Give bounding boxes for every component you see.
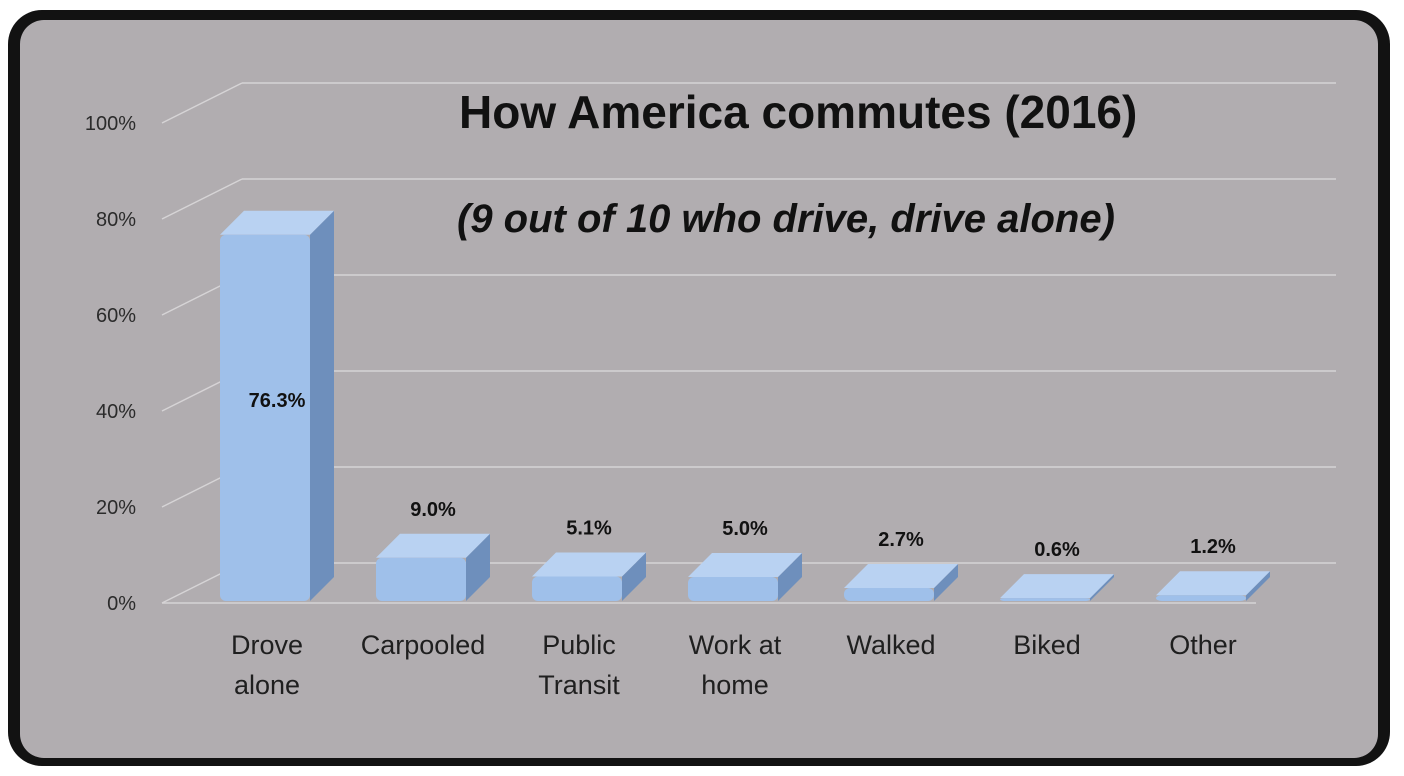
category-label: alone (234, 670, 300, 700)
bar-front (220, 234, 310, 601)
category-label: Drove (231, 630, 303, 660)
bar-layer (220, 210, 1270, 601)
bar-side (934, 564, 958, 601)
category-label: Carpooled (361, 630, 486, 660)
bar-front (844, 588, 934, 601)
bar-top (844, 564, 958, 589)
bar-top (220, 210, 334, 235)
data-label: 1.2% (1190, 536, 1236, 558)
data-label: 2.7% (878, 529, 924, 551)
data-label: 5.1% (566, 518, 612, 540)
bar (220, 210, 334, 601)
bar-top (376, 533, 490, 558)
bar-front (1156, 595, 1246, 601)
gridline-diagonal (161, 82, 243, 124)
category-label: Work at (689, 630, 782, 660)
bar-side (1246, 571, 1270, 601)
gridline-diagonal (161, 178, 243, 220)
category-label: Walked (846, 630, 935, 660)
bar (1000, 574, 1114, 601)
y-tick-label: 40% (96, 401, 136, 423)
bar-side (466, 533, 490, 601)
bar-top (1000, 574, 1114, 599)
y-tick-label: 100% (85, 113, 136, 135)
bar-side (778, 553, 802, 601)
bar-front (376, 557, 466, 601)
data-label: 0.6% (1034, 539, 1080, 561)
category-label: Public (542, 630, 616, 660)
commute-bar-chart: 0% 20% 40% 60% 80% 100% 76.3% Drove alone 9.0% Car… (85, 82, 1336, 700)
bar (844, 564, 958, 601)
data-label: 9.0% (410, 499, 456, 521)
y-tick-label: 0% (107, 593, 136, 615)
category-label: Other (1169, 630, 1237, 660)
bar (376, 533, 490, 601)
category-label: Biked (1013, 630, 1081, 660)
bar-top (1156, 571, 1270, 596)
category-label: home (701, 670, 769, 700)
bar (1156, 571, 1270, 601)
bar-side (310, 210, 334, 601)
chart-subtitle: (9 out of 10 who drive, drive alone) (457, 197, 1115, 241)
chart-panel: 0% 20% 40% 60% 80% 100% 76.3% Drove alone 9.0% Car… (20, 20, 1378, 758)
label-layer: 0% 20% 40% 60% 80% 100% 76.3% Drove alone 9.0% Car… (85, 113, 1237, 700)
bar-front (532, 576, 622, 601)
bar-side (1090, 574, 1114, 601)
data-label: 76.3% (249, 390, 306, 412)
bar (688, 553, 802, 601)
bar-side (622, 552, 646, 601)
bar (532, 552, 646, 601)
y-tick-label: 80% (96, 209, 136, 231)
bar-top (688, 553, 802, 577)
chart-title: How America commutes (2016) (459, 86, 1137, 138)
bar-top (532, 552, 646, 577)
y-tick-label: 20% (96, 497, 136, 519)
data-label: 5.0% (722, 518, 768, 540)
bar-front (688, 577, 778, 601)
bar-front (1000, 598, 1090, 601)
y-tick-label: 60% (96, 305, 136, 327)
category-label: Transit (538, 670, 620, 700)
